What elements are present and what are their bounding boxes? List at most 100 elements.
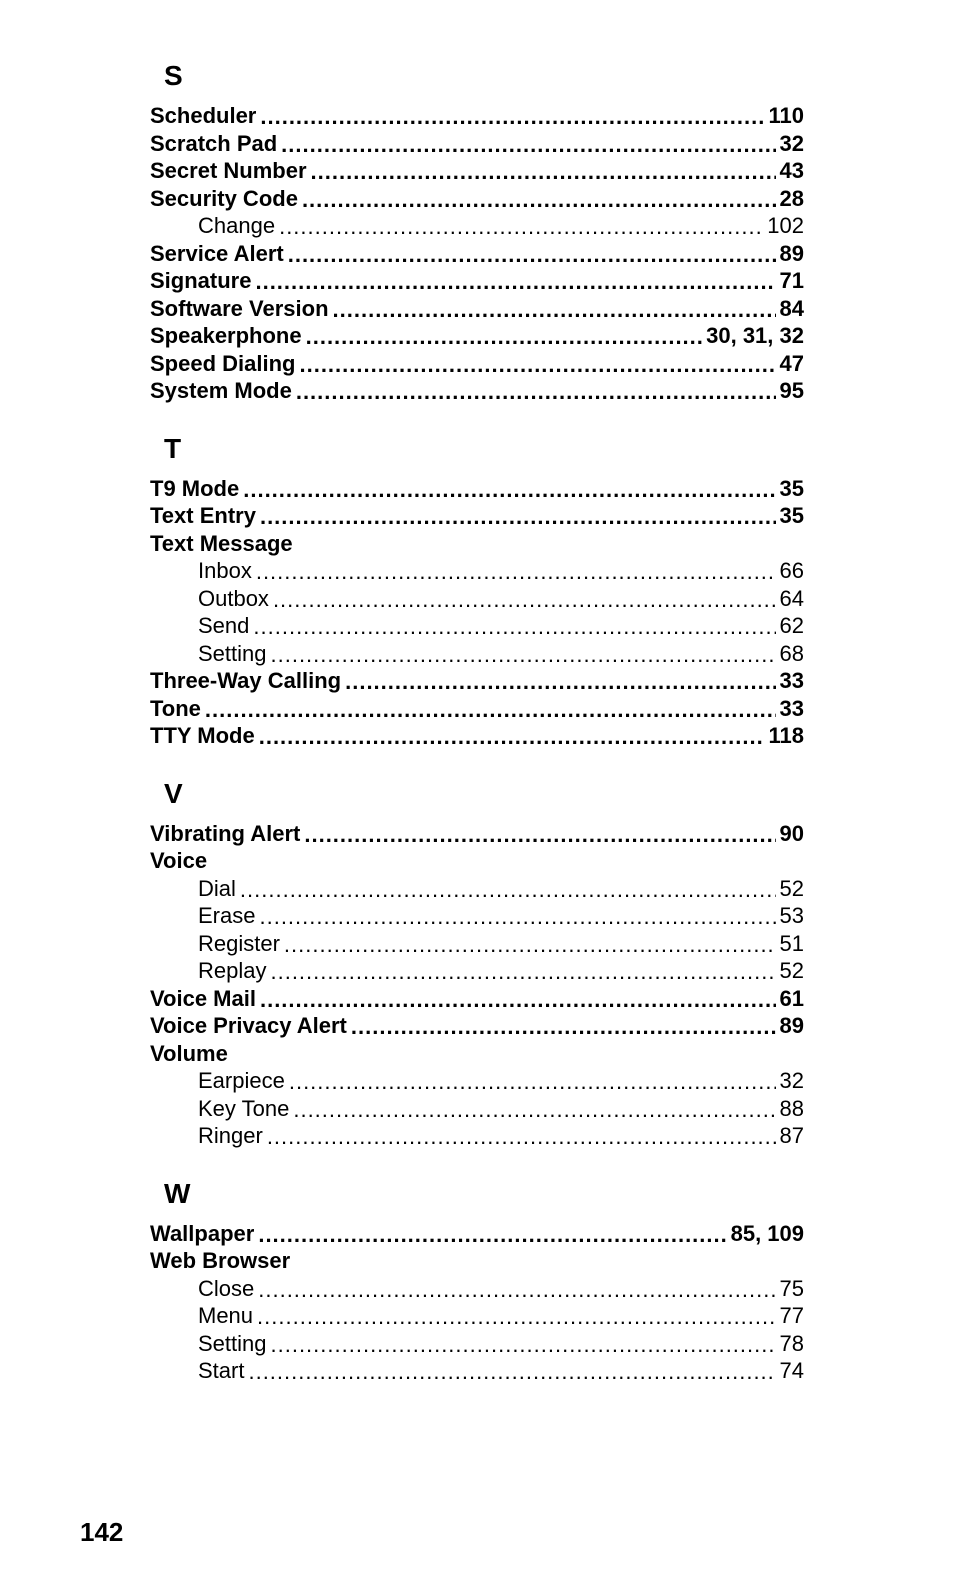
index-entry: Tone ...................................… <box>150 695 804 723</box>
index-entry-pages: 85, 109 <box>727 1220 804 1248</box>
section-letter: W <box>164 1178 804 1210</box>
index-entry: Text Entry .............................… <box>150 502 804 530</box>
index-entry-pages: 32 <box>776 1067 804 1095</box>
index-entry-label: Tone <box>150 695 205 723</box>
index-entry-leader: ........................................… <box>345 668 775 695</box>
index-entry-label: System Mode <box>150 377 296 405</box>
index-entry: System Mode ............................… <box>150 377 804 405</box>
index-entry-pages: 30, 31, 32 <box>702 322 804 350</box>
index-entry: Scratch Pad ............................… <box>150 130 804 158</box>
index-entry-pages: 51 <box>776 930 804 958</box>
index-entry: Replay .................................… <box>150 957 804 985</box>
index-entry: Voice Privacy Alert ....................… <box>150 1012 804 1040</box>
index-entry: Ringer .................................… <box>150 1122 804 1150</box>
index-entry-label: Service Alert <box>150 240 288 268</box>
index-entry: Three-Way Calling ......................… <box>150 667 804 695</box>
index-entry-label: Start <box>198 1357 248 1385</box>
index-entry-leader: ........................................… <box>240 876 776 903</box>
index-entry: Send ...................................… <box>150 612 804 640</box>
index-entry: Security Code ..........................… <box>150 185 804 213</box>
index-entry-pages: 62 <box>776 612 804 640</box>
index-entry-pages: 53 <box>776 902 804 930</box>
index-entry-leader: ........................................… <box>302 186 776 213</box>
index-entry-pages: 33 <box>776 667 804 695</box>
index-entry-leader: ........................................… <box>296 378 776 405</box>
index-entry-label: Scheduler <box>150 102 260 130</box>
index-entry-pages: 84 <box>776 295 804 323</box>
index-entry-leader: ........................................… <box>293 1096 775 1123</box>
index-entry-leader: ........................................… <box>256 558 776 585</box>
index-entry-leader: ........................................… <box>306 323 703 350</box>
index-entry-label: Send <box>198 612 253 640</box>
index-entry: Change .................................… <box>150 212 804 240</box>
index-entry-label: Three-Way Calling <box>150 667 345 695</box>
index-entry-label: Web Browser <box>150 1247 294 1275</box>
index-entry: Scheduler ..............................… <box>150 102 804 130</box>
index-entry-label: Menu <box>198 1302 257 1330</box>
index-entry: Text Message............................… <box>150 530 804 558</box>
index-entry: Voice Mail .............................… <box>150 985 804 1013</box>
index-entry: Secret Number ..........................… <box>150 157 804 185</box>
index-entry-label: Ringer <box>198 1122 267 1150</box>
index-entry-leader: ........................................… <box>288 241 776 268</box>
index-entry-label: Scratch Pad <box>150 130 281 158</box>
index-entry: Outbox .................................… <box>150 585 804 613</box>
index-entry-leader: ........................................… <box>273 586 776 613</box>
index-entry-leader: ........................................… <box>259 903 775 930</box>
index-entry-label: Erase <box>198 902 259 930</box>
index-entry-label: Register <box>198 930 284 958</box>
index-entry: Software Version .......................… <box>150 295 804 323</box>
index-entry: Vibrating Alert ........................… <box>150 820 804 848</box>
index-entry-label: Voice <box>150 847 211 875</box>
index-entry-label: Key Tone <box>198 1095 293 1123</box>
index-entry: Web Browser.............................… <box>150 1247 804 1275</box>
index-entry-leader: ........................................… <box>255 268 775 295</box>
index-entry-label: Signature <box>150 267 255 295</box>
index-entry-pages: 74 <box>776 1357 804 1385</box>
index-entry-pages: 66 <box>776 557 804 585</box>
index-content: SScheduler .............................… <box>150 60 804 1385</box>
index-entry-pages: 110 <box>765 102 805 130</box>
section-letter: V <box>164 778 804 810</box>
index-entry-leader: ........................................… <box>351 1013 776 1040</box>
index-entry-leader: ........................................… <box>260 103 764 130</box>
index-entry-label: Volume <box>150 1040 232 1068</box>
index-entry: Speed Dialing ..........................… <box>150 350 804 378</box>
index-entry-leader: ........................................… <box>284 931 776 958</box>
index-entry: Earpiece ...............................… <box>150 1067 804 1095</box>
index-entry-leader: ........................................… <box>260 986 776 1013</box>
index-entry: Setting ................................… <box>150 1330 804 1358</box>
index-entry: Close ..................................… <box>150 1275 804 1303</box>
index-entry-pages: 68 <box>776 640 804 668</box>
index-entry: Inbox ..................................… <box>150 557 804 585</box>
index-entry: Dial ...................................… <box>150 875 804 903</box>
index-entry: T9 Mode ................................… <box>150 475 804 503</box>
page-number: 142 <box>80 1517 123 1548</box>
index-entry-leader: ........................................… <box>304 821 775 848</box>
index-entry-leader: ........................................… <box>205 696 776 723</box>
index-entry: Menu ...................................… <box>150 1302 804 1330</box>
index-entry-leader: ........................................… <box>271 1331 776 1358</box>
index-entry-label: Setting <box>198 1330 271 1358</box>
index-entry-leader: ........................................… <box>270 958 775 985</box>
index-page: SScheduler .............................… <box>0 0 954 1590</box>
index-entry-label: Security Code <box>150 185 302 213</box>
index-entry-pages: 87 <box>776 1122 804 1150</box>
index-entry-pages: 61 <box>776 985 804 1013</box>
index-entry-leader: ........................................… <box>258 1276 775 1303</box>
index-entry: Voice...................................… <box>150 847 804 875</box>
index-entry-pages: 78 <box>776 1330 804 1358</box>
index-entry-label: Voice Mail <box>150 985 260 1013</box>
index-entry-pages: 118 <box>765 722 805 750</box>
index-entry-label: Speakerphone <box>150 322 306 350</box>
index-entry-pages: 75 <box>776 1275 804 1303</box>
index-entry-pages: 47 <box>776 350 804 378</box>
index-entry-pages: 95 <box>776 377 804 405</box>
index-entry-pages: 64 <box>776 585 804 613</box>
index-entry-label: Text Message <box>150 530 297 558</box>
index-entry-pages: 77 <box>776 1302 804 1330</box>
index-entry-pages: 35 <box>776 475 804 503</box>
index-entry-leader: ........................................… <box>333 296 776 323</box>
index-entry-label: TTY Mode <box>150 722 259 750</box>
index-entry-leader: ........................................… <box>281 131 775 158</box>
